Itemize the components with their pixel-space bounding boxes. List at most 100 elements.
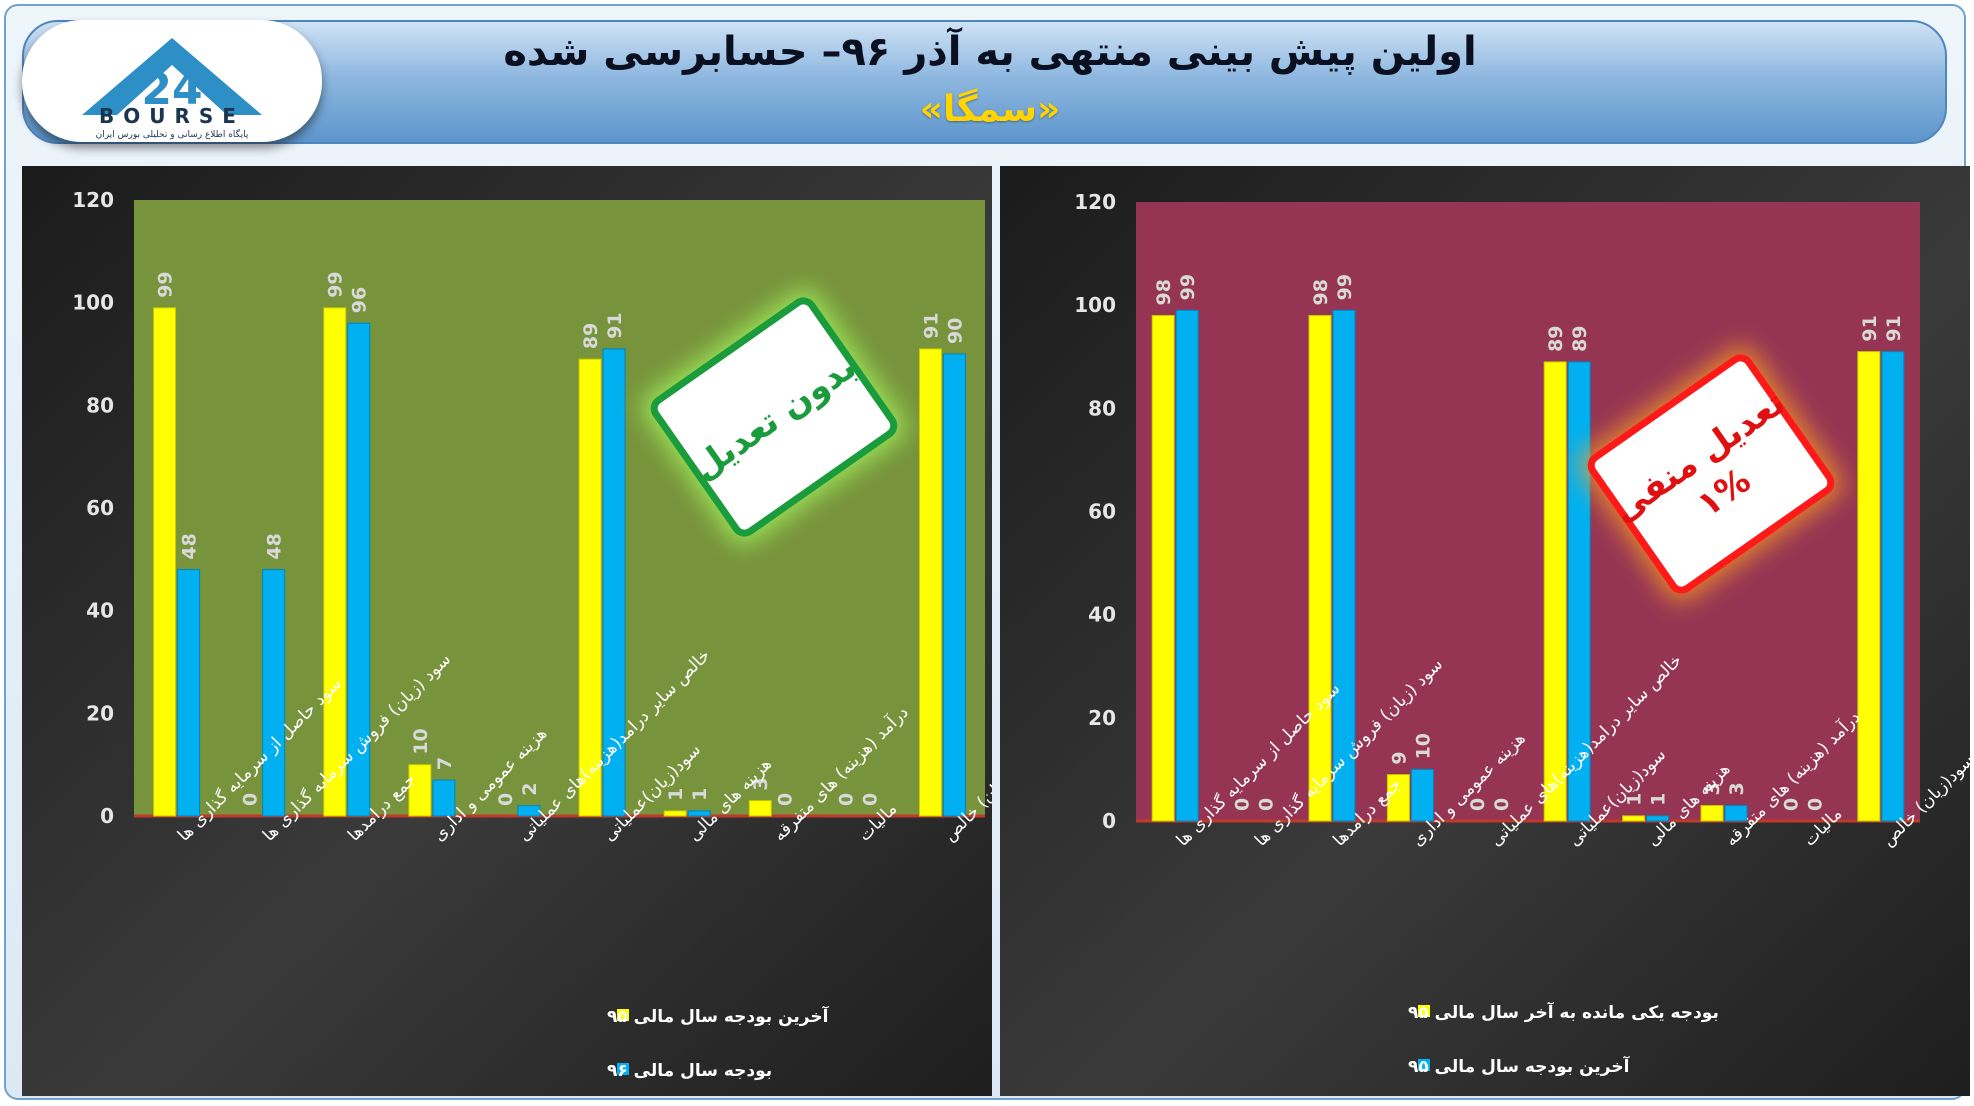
- y-tick-label: 60: [1088, 500, 1116, 524]
- bar-series-2: [1410, 768, 1434, 822]
- legend-label: آخرین بودجه سال مالی ۹۵: [1408, 1055, 1631, 1077]
- data-label: 9: [1388, 751, 1410, 764]
- y-tick-label: 0: [1102, 809, 1116, 833]
- bar-series-1: [1151, 314, 1175, 822]
- bar-series-2: [602, 348, 626, 817]
- data-label: 0: [774, 793, 796, 806]
- bar-series-2: [262, 569, 286, 817]
- bar-series-1: [663, 810, 687, 817]
- data-label: 2: [519, 782, 541, 795]
- legend-swatch: [617, 1063, 629, 1075]
- bar-series-2: [687, 810, 711, 817]
- bar-series-1: [1308, 314, 1332, 822]
- y-tick-label: 0: [100, 804, 114, 828]
- bar-series-1: [1622, 815, 1646, 822]
- data-label: 0: [859, 793, 881, 806]
- bar-series-2: [347, 322, 371, 817]
- chart-right: 0 20 40 60 80 100 120 98 0 98 9 0 89 1 3 0 91 99 0 99 10 0 89 1…: [1000, 166, 1970, 1096]
- y-tick-label: 100: [1074, 293, 1116, 317]
- y-tick-label: 20: [1088, 706, 1116, 730]
- data-label: 89: [580, 323, 602, 349]
- y-tick-label: 40: [86, 599, 114, 623]
- legend-swatch: [617, 1009, 629, 1021]
- legend-swatch: [1418, 1059, 1430, 1071]
- badge: بدون تعدیل: [641, 288, 907, 546]
- bar-series-2: [1881, 351, 1905, 822]
- legend-label: بودجه سال مالی ۹۶: [607, 1061, 772, 1081]
- bar-series-1: [1700, 805, 1724, 822]
- data-label: 0: [1804, 798, 1826, 811]
- data-label: 99: [1334, 274, 1356, 300]
- data-label: 1: [689, 788, 711, 801]
- logo-tagline: پایگاه اطلاع رسانی و تحلیلی بورس ایران: [96, 128, 249, 140]
- data-label: 1: [665, 788, 687, 801]
- data-label: 91: [1883, 315, 1905, 341]
- bar-series-2: [432, 779, 456, 817]
- data-label: 0: [1491, 798, 1513, 811]
- plot-area: [134, 200, 985, 816]
- page-subtitle: «سمگا»: [919, 89, 1061, 130]
- y-tick-label: 100: [72, 291, 114, 315]
- data-label: 7: [434, 757, 456, 770]
- data-label: 10: [1412, 733, 1434, 759]
- data-label: 0: [1467, 798, 1489, 811]
- badge-box: [1587, 354, 1835, 594]
- data-label: 0: [835, 793, 857, 806]
- bar-series-2: [1175, 309, 1199, 822]
- data-label: 48: [179, 533, 201, 559]
- data-label: 96: [349, 287, 371, 313]
- y-tick-label: 120: [72, 188, 114, 212]
- y-tick-label: 40: [1088, 603, 1116, 627]
- bar-series-1: [323, 307, 347, 817]
- data-label: 91: [604, 312, 626, 338]
- data-label: 99: [325, 271, 347, 297]
- data-label: 90: [944, 318, 966, 344]
- y-tick-label: 80: [1088, 396, 1116, 420]
- chart-left: 0 20 40 60 80 100 120 99 0 99 10 0 89 1 3 0 91 48 48 96 7 2 91…: [22, 166, 992, 1096]
- badge-box: [650, 297, 898, 537]
- bar-series-1: [748, 800, 772, 817]
- data-label: 48: [264, 533, 286, 559]
- y-tick-label: 80: [86, 393, 114, 417]
- data-label: 91: [920, 312, 942, 338]
- logo-number: 24: [141, 64, 202, 115]
- data-label: 99: [1177, 274, 1199, 300]
- data-label: 1: [1624, 793, 1646, 806]
- data-label: 98: [1153, 279, 1175, 305]
- legend-label: آخرین بودجه سال مالی ۹۵: [607, 1005, 830, 1027]
- data-label: 10: [410, 728, 432, 754]
- bar-series-2: [1332, 309, 1356, 822]
- bourse24-logo: 24 BOURSE پایگاه اطلاع رسانی و تحلیلی بو…: [22, 20, 322, 142]
- data-label: 0: [1232, 798, 1254, 811]
- data-label: 3: [1726, 782, 1748, 795]
- logo-brand: BOURSE: [99, 104, 245, 128]
- data-label: 99: [155, 271, 177, 297]
- bar-series-2: [942, 353, 966, 817]
- legend-swatch: [1418, 1005, 1430, 1017]
- bar-series-1: [578, 358, 602, 817]
- y-tick-label: 60: [86, 496, 114, 520]
- bar-series-2: [1724, 805, 1748, 822]
- data-label: 0: [240, 793, 262, 806]
- bar-series-2: [177, 569, 201, 817]
- bar-series-2: [517, 805, 541, 817]
- data-label: 0: [1256, 798, 1278, 811]
- bar-series-1: [1386, 774, 1410, 822]
- data-label: 91: [1859, 315, 1881, 341]
- y-tick-label: 20: [86, 701, 114, 725]
- data-label: 89: [1569, 325, 1591, 351]
- data-label: 0: [495, 793, 517, 806]
- bar-chart-svg: 0204060801001209809890891309199099100891…: [1000, 166, 1970, 1096]
- header-banner: [22, 20, 1947, 144]
- data-label: 1: [1648, 793, 1670, 806]
- legend-label: بودجه یکی مانده به آخر سال مالی ۹۵: [1408, 1001, 1719, 1023]
- page-title: اولین پیش بینی منتهی به آذر ۹۶– حسابرسی …: [503, 29, 1477, 75]
- data-label: 0: [1780, 798, 1802, 811]
- bar-series-1: [1857, 351, 1881, 822]
- bar-series-1: [408, 764, 432, 817]
- bar-series-2: [1646, 815, 1670, 822]
- data-label: 3: [1702, 782, 1724, 795]
- data-label: 98: [1310, 279, 1332, 305]
- bar-series-1: [918, 348, 942, 817]
